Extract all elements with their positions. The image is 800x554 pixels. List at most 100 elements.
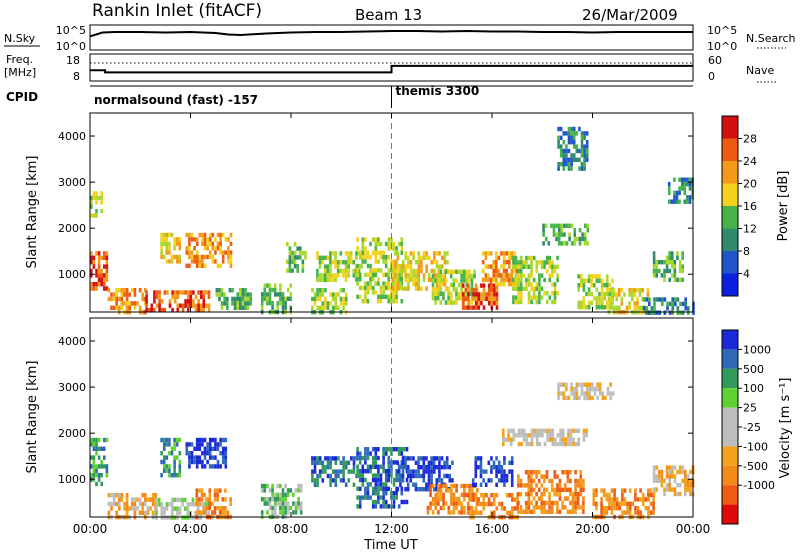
data-cell xyxy=(404,286,408,291)
data-cell xyxy=(223,296,226,302)
data-cell xyxy=(409,264,413,269)
data-cell xyxy=(537,496,541,501)
data-cell xyxy=(661,297,664,302)
data-cell xyxy=(218,506,222,511)
data-cell xyxy=(292,492,295,497)
data-cell xyxy=(495,506,499,511)
data-cell xyxy=(438,282,441,287)
data-cell xyxy=(452,510,456,515)
data-cell xyxy=(660,260,664,265)
data-cell xyxy=(481,268,485,274)
data-cell xyxy=(532,470,536,475)
data-cell xyxy=(655,474,658,479)
data-cell xyxy=(588,386,592,392)
data-cell xyxy=(266,501,269,506)
data-cell xyxy=(206,241,209,246)
data-cell xyxy=(173,294,177,300)
data-cell xyxy=(198,446,202,451)
data-cell xyxy=(178,510,182,516)
data-cell xyxy=(158,290,161,295)
data-cell xyxy=(281,301,285,306)
data-cell xyxy=(687,310,690,315)
x-tick-label: 12:00 xyxy=(374,522,409,536)
data-cell xyxy=(371,268,375,273)
data-cell xyxy=(390,473,393,478)
data-cell xyxy=(565,148,568,154)
data-cell xyxy=(527,470,531,475)
data-cell xyxy=(211,246,215,251)
data-cell xyxy=(528,433,531,438)
data-cell xyxy=(437,483,440,489)
data-cell xyxy=(95,268,98,274)
data-cell xyxy=(173,437,176,443)
data-cell xyxy=(266,483,269,489)
data-cell xyxy=(543,291,546,296)
data-cell xyxy=(489,277,493,282)
data-cell xyxy=(559,153,563,158)
data-cell xyxy=(208,254,212,260)
data-cell xyxy=(449,274,453,279)
data-cell xyxy=(505,268,508,274)
data-cell xyxy=(329,260,332,265)
data-cell xyxy=(587,291,591,297)
data-cell xyxy=(474,493,478,498)
data-cell xyxy=(297,497,300,502)
data-cell xyxy=(318,260,322,265)
data-cell xyxy=(226,296,229,302)
data-cell xyxy=(170,451,174,456)
data-cell xyxy=(510,251,514,256)
data-cell xyxy=(208,232,212,238)
data-cell xyxy=(561,470,564,475)
data-cell xyxy=(688,199,692,204)
data-cell xyxy=(112,501,116,507)
data-cell xyxy=(545,470,549,475)
data-cell xyxy=(219,263,222,268)
data-cell xyxy=(377,469,380,474)
data-cell xyxy=(525,282,528,287)
nave-label: Nave xyxy=(746,64,774,77)
data-cell xyxy=(364,469,367,474)
data-cell xyxy=(583,162,586,167)
data-cell xyxy=(374,246,378,251)
data-cell xyxy=(611,291,614,297)
data-cell xyxy=(487,497,491,502)
data-cell xyxy=(446,251,449,256)
data-cell xyxy=(90,268,93,274)
data-cell xyxy=(355,255,358,260)
data-cell xyxy=(321,460,325,465)
data-cell xyxy=(391,264,395,269)
data-cell xyxy=(379,250,383,255)
data-cell xyxy=(168,468,171,473)
data-cell xyxy=(414,469,418,474)
data-cell xyxy=(400,277,404,282)
data-cell xyxy=(229,501,232,506)
data-cell xyxy=(110,493,113,498)
data-cell xyxy=(231,288,234,293)
data-cell xyxy=(344,465,348,470)
data-cell xyxy=(364,451,367,456)
data-cell xyxy=(331,251,335,256)
data-cell xyxy=(676,483,679,488)
data-cell xyxy=(556,264,559,269)
data-cell xyxy=(202,294,206,300)
data-cell xyxy=(450,510,453,515)
data-cell xyxy=(559,148,563,154)
data-cell xyxy=(551,441,555,447)
data-cell xyxy=(553,500,557,506)
data-cell xyxy=(559,126,563,132)
data-cell xyxy=(100,255,103,260)
y-tick-label: 4000 xyxy=(58,130,86,143)
data-cell xyxy=(387,241,391,247)
data-cell xyxy=(588,382,592,387)
data-cell xyxy=(578,126,581,132)
data-cell xyxy=(681,268,684,274)
data-cell xyxy=(171,307,174,313)
data-cell xyxy=(510,255,514,260)
data-cell xyxy=(374,281,378,286)
data-cell xyxy=(364,495,367,500)
data-cell xyxy=(188,459,191,465)
data-cell xyxy=(382,455,385,461)
data-cell xyxy=(561,441,565,447)
data-cell xyxy=(195,488,199,493)
data-cell xyxy=(522,428,526,433)
